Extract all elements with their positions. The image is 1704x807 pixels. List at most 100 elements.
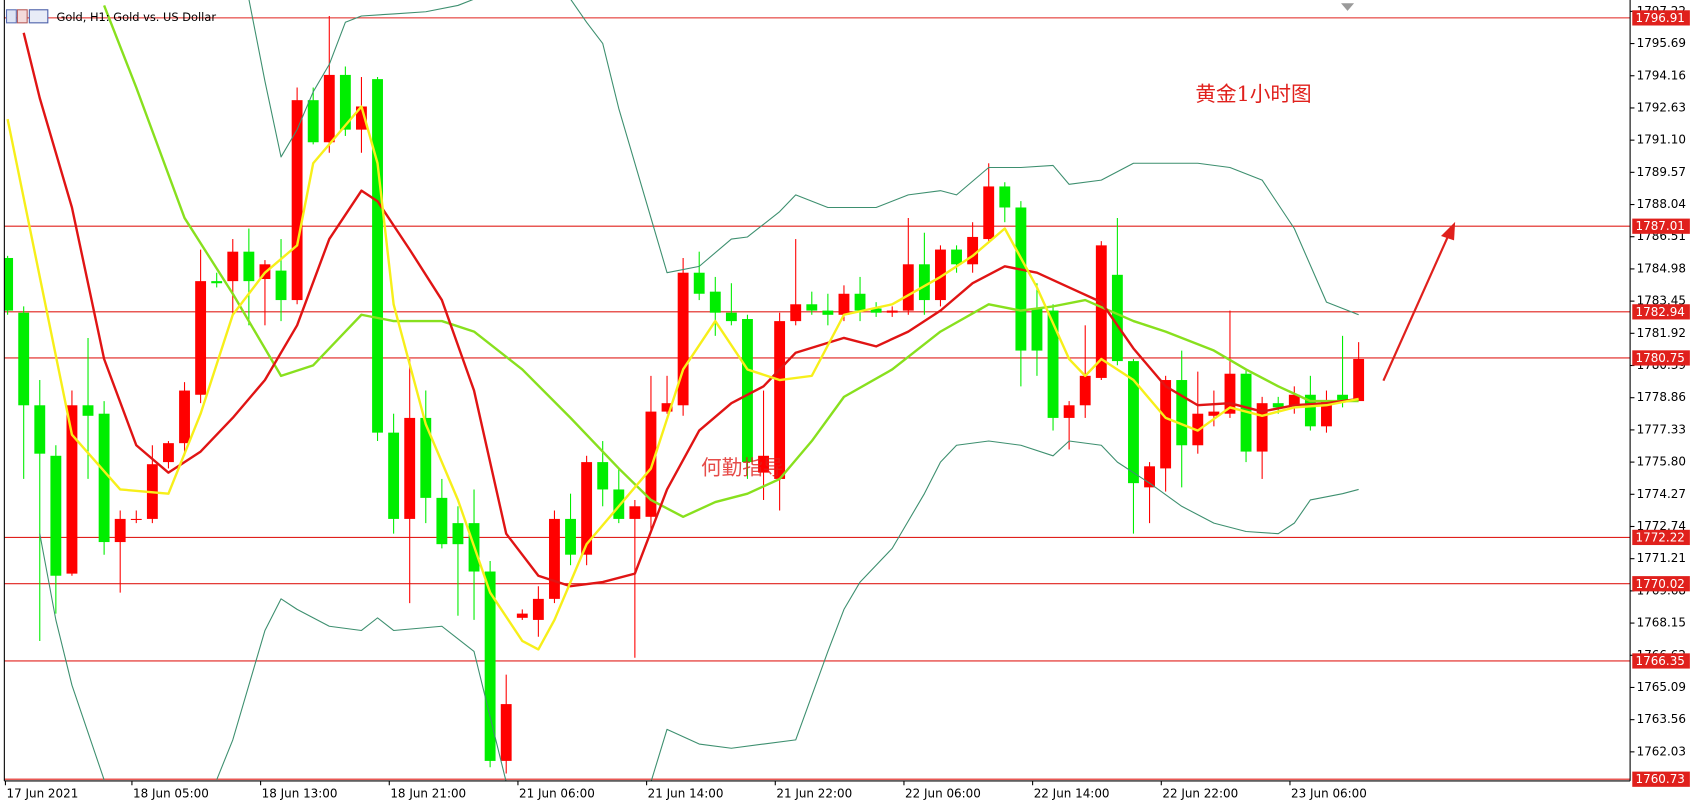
candle-body bbox=[452, 523, 464, 545]
candle-body bbox=[195, 281, 207, 395]
level-label: 1796.91 bbox=[1636, 11, 1685, 25]
y-tick-label: 1788.04 bbox=[1637, 197, 1686, 211]
level-label: 1766.35 bbox=[1636, 654, 1685, 668]
x-tick-label: 21 Jun 22:00 bbox=[776, 786, 852, 800]
level-label: 1780.75 bbox=[1636, 351, 1685, 365]
candle-body bbox=[484, 571, 496, 761]
candle-body bbox=[1224, 373, 1236, 414]
y-tick-label: 1784.98 bbox=[1637, 261, 1686, 275]
chart-title: Gold, H1: Gold vs. US Dollar bbox=[57, 10, 217, 24]
candle-body bbox=[838, 293, 850, 315]
candle-body bbox=[1288, 394, 1300, 406]
candle-body bbox=[1208, 411, 1220, 416]
candle-body bbox=[1337, 394, 1348, 402]
y-tick-label: 1789.57 bbox=[1637, 165, 1686, 179]
candle-body bbox=[822, 310, 834, 315]
candle-body bbox=[677, 272, 689, 406]
y-tick-label: 1763.56 bbox=[1637, 712, 1686, 726]
candle-body bbox=[388, 432, 400, 519]
candle-body bbox=[163, 443, 174, 463]
candle-body bbox=[951, 249, 962, 265]
candle-body bbox=[227, 251, 239, 282]
plot-area bbox=[4, 0, 1631, 781]
candle-body bbox=[693, 272, 705, 294]
x-tick-label: 22 Jun 14:00 bbox=[1034, 786, 1110, 800]
candle-body bbox=[243, 251, 255, 282]
candle-body bbox=[854, 293, 866, 311]
annotation: 黄金1小时图 bbox=[1195, 82, 1311, 106]
x-tick-label: 23 Jun 06:00 bbox=[1291, 786, 1367, 800]
candle-body bbox=[709, 291, 721, 313]
candle-body bbox=[356, 106, 367, 130]
level-label: 1770.02 bbox=[1636, 577, 1685, 591]
y-tick-label: 1771.21 bbox=[1637, 551, 1686, 565]
candle-body bbox=[1353, 358, 1365, 402]
y-tick-label: 1775.80 bbox=[1637, 455, 1686, 469]
price-axis-area bbox=[1630, 0, 1704, 807]
candle-body bbox=[114, 518, 126, 543]
y-tick-label: 1778.86 bbox=[1637, 390, 1686, 404]
candle-body bbox=[404, 417, 416, 519]
candle-body bbox=[902, 264, 914, 311]
y-tick-label: 1762.03 bbox=[1637, 744, 1686, 758]
candle-body bbox=[1031, 308, 1043, 351]
y-tick-label: 1777.33 bbox=[1637, 422, 1686, 436]
y-tick-label: 1794.16 bbox=[1637, 68, 1686, 82]
candle-body bbox=[549, 518, 560, 599]
y-tick-label: 1795.69 bbox=[1637, 36, 1686, 50]
candle-body bbox=[420, 417, 432, 498]
level-label: 1760.73 bbox=[1636, 772, 1685, 786]
candle-body bbox=[1256, 403, 1268, 452]
y-tick-label: 1768.15 bbox=[1637, 616, 1686, 630]
watermark: 何勤指导 bbox=[701, 455, 784, 479]
candle-body bbox=[1272, 403, 1284, 408]
level-label: 1782.94 bbox=[1636, 305, 1685, 319]
indicator-line bbox=[22, 32, 1359, 588]
y-tick-label: 1765.09 bbox=[1637, 680, 1686, 694]
candle-body bbox=[967, 236, 979, 265]
candle-body bbox=[66, 405, 78, 574]
candle-body bbox=[870, 308, 882, 313]
x-tick-label: 18 Jun 05:00 bbox=[133, 786, 209, 800]
candle-body bbox=[790, 304, 802, 322]
y-tick-label: 1792.63 bbox=[1637, 100, 1686, 114]
level-label-box bbox=[1632, 576, 1690, 592]
candle-body bbox=[1111, 274, 1123, 362]
candle-body bbox=[4, 257, 14, 311]
shift-marker bbox=[1341, 3, 1355, 11]
x-tick-label: 18 Jun 13:00 bbox=[262, 786, 338, 800]
candle-body bbox=[1063, 405, 1075, 418]
candle-body bbox=[1144, 466, 1155, 488]
candle-body bbox=[661, 403, 673, 412]
candle-body bbox=[372, 79, 383, 433]
symbol-icon bbox=[5, 9, 49, 24]
candle-body bbox=[918, 264, 930, 301]
candle-body bbox=[275, 270, 287, 301]
candle-body bbox=[725, 312, 737, 322]
x-tick-label: 22 Jun 22:00 bbox=[1162, 786, 1238, 800]
x-tick-label: 22 Jun 06:00 bbox=[905, 786, 981, 800]
x-tick-label: 21 Jun 06:00 bbox=[519, 786, 595, 800]
candle-body bbox=[50, 455, 62, 576]
candle-body bbox=[532, 598, 544, 620]
level-label: 1772.22 bbox=[1636, 530, 1685, 544]
candle-body bbox=[999, 186, 1011, 208]
y-tick-label: 1774.27 bbox=[1637, 487, 1686, 501]
candle-body bbox=[613, 489, 625, 519]
candle-body bbox=[179, 390, 190, 444]
candle-body bbox=[581, 462, 593, 555]
level-label-box bbox=[1632, 771, 1690, 787]
candle-body bbox=[82, 405, 94, 416]
candle-body bbox=[629, 506, 641, 519]
indicator-line bbox=[102, 5, 1359, 519]
candle-body bbox=[645, 411, 657, 517]
level-label-box bbox=[1632, 653, 1690, 669]
candle-body bbox=[758, 455, 769, 473]
level-label-box bbox=[1632, 304, 1690, 320]
candle-body bbox=[291, 100, 303, 301]
y-tick-label: 1791.10 bbox=[1637, 133, 1686, 147]
indicator-line bbox=[6, 105, 1359, 651]
y-tick-label: 1783.45 bbox=[1637, 294, 1686, 308]
